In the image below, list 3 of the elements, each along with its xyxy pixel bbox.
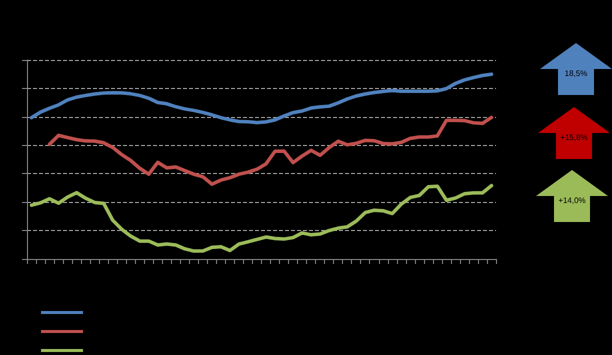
text: +15,8% [559,132,589,142]
text: 18,5% [564,69,588,78]
text: +14,0% [557,196,587,205]
